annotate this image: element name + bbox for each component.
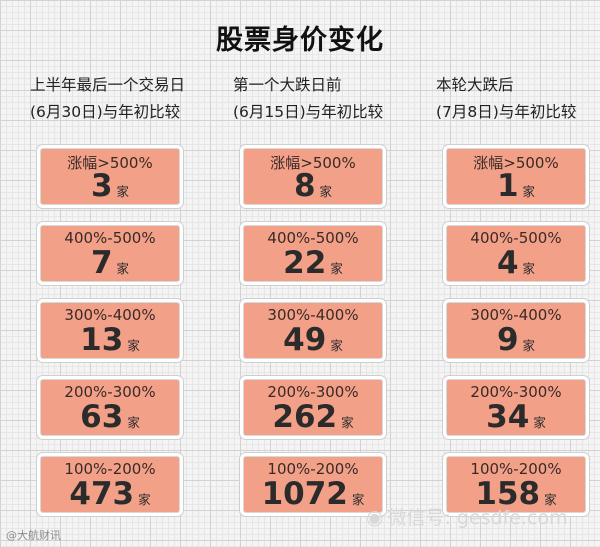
wechat-id: 微信号: gesdfe.com [387, 507, 568, 529]
stock-count: 49 [283, 322, 327, 358]
stat-card-100-200: 100%-200% 473 家 [40, 456, 180, 513]
column-header: 本轮大跌后 (7月8日)与年初比较 [436, 72, 600, 140]
unit-label: 家 [127, 415, 140, 430]
unit-label: 家 [116, 184, 130, 199]
range-label: 300%-400% [267, 306, 359, 324]
column-header-line2: (6月15日)与年初比较 [233, 103, 384, 121]
stock-count: 34 [486, 399, 530, 435]
stat-card-300-400: 300%-400% 49 家 [243, 302, 383, 359]
range-label: 涨幅>500% [270, 154, 356, 172]
range-label: 涨幅>500% [67, 154, 153, 172]
stat-card-100-200: 100%-200% 1072 家 [243, 456, 383, 513]
range-label: 100%-200% [470, 460, 562, 478]
source-watermark: @大航财讯 [6, 529, 61, 542]
unit-label: 家 [116, 261, 130, 276]
range-label: 300%-400% [64, 306, 156, 324]
stock-count: 3 [90, 168, 113, 204]
stat-card-200-300: 200%-300% 63 家 [40, 379, 180, 436]
column-header-line2: (6月30日)与年初比较 [30, 103, 181, 121]
unit-label: 家 [319, 184, 333, 199]
stock-count: 473 [69, 476, 135, 512]
unit-label: 家 [138, 492, 151, 507]
page-title: 股票身价变化 [216, 25, 384, 56]
stock-count: 7 [90, 245, 113, 281]
column-header: 第一个大跌日前 (6月15日)与年初比较 [233, 72, 413, 140]
stat-card-300-400: 300%-400% 13 家 [40, 302, 180, 359]
stat-card-100-200: 100%-200% 158 家 [446, 456, 586, 513]
stock-count: 22 [283, 245, 327, 281]
range-label: 300%-400% [470, 306, 562, 324]
column-header: 上半年最后一个交易日 (6月30日)与年初比较 [30, 72, 210, 140]
range-label: 100%-200% [267, 460, 359, 478]
unit-label: 家 [522, 261, 536, 276]
unit-label: 家 [544, 492, 557, 507]
stock-count: 8 [293, 168, 316, 204]
stat-card-200-300: 200%-300% 34 家 [446, 379, 586, 436]
column-header-line2: (7月8日)与年初比较 [436, 103, 577, 121]
unit-label: 家 [330, 338, 343, 353]
unit-label: 家 [533, 415, 546, 430]
range-label: 400%-500% [267, 229, 359, 247]
stock-count: 1 [496, 168, 519, 204]
unit-label: 家 [127, 338, 140, 353]
column-header-line1: 上半年最后一个交易日 [30, 76, 186, 94]
stock-count: 63 [80, 399, 124, 435]
stock-count: 1072 [261, 476, 348, 512]
wechat-watermark: ◉ 微信号: gesdfe.com [366, 503, 568, 530]
wechat-icon: ◉ [366, 505, 384, 529]
range-label: 100%-200% [64, 460, 156, 478]
stock-count: 4 [496, 245, 519, 281]
unit-label: 家 [330, 261, 343, 276]
range-label: 200%-300% [64, 383, 156, 401]
stat-card-200-300: 200%-300% 262 家 [243, 379, 383, 436]
column-header-line1: 第一个大跌日前 [233, 76, 342, 94]
unit-label: 家 [351, 492, 365, 507]
range-label: 400%-500% [470, 229, 562, 247]
range-label: 400%-500% [64, 229, 156, 247]
stock-count: 158 [475, 476, 541, 512]
range-label: 200%-300% [267, 383, 359, 401]
range-label: 涨幅>500% [473, 154, 559, 172]
stat-card-400-500: 400%-500% 22 家 [243, 225, 383, 282]
stock-count: 9 [496, 322, 519, 358]
unit-label: 家 [522, 184, 536, 199]
stock-count: 262 [272, 399, 338, 435]
unit-label: 家 [341, 415, 354, 430]
range-label: 200%-300% [470, 383, 562, 401]
stock-count: 13 [80, 322, 124, 358]
unit-label: 家 [522, 338, 536, 353]
column-header-line1: 本轮大跌后 [436, 76, 514, 94]
